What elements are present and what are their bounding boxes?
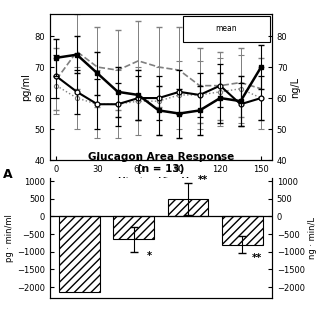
Text: **: ** [252,253,262,263]
Bar [222,216,262,245]
Text: **: ** [198,175,208,185]
Y-axis label: pg/ml: pg/ml [21,73,31,101]
Y-axis label: ng · min/L: ng · min/L [308,217,316,259]
FancyBboxPatch shape [183,16,270,42]
Text: A: A [3,168,13,181]
X-axis label: Minutes After Meal: Minutes After Meal [118,177,203,186]
Y-axis label: pg · min/ml: pg · min/ml [5,214,14,261]
Text: *: * [146,251,151,261]
Y-axis label: ng/L: ng/L [290,76,300,98]
Bar [113,216,154,239]
Bar [59,216,100,292]
Text: mean: mean [216,24,237,33]
Title: Glucagon Area Response
(n = 13): Glucagon Area Response (n = 13) [88,152,234,174]
Bar [168,199,208,216]
